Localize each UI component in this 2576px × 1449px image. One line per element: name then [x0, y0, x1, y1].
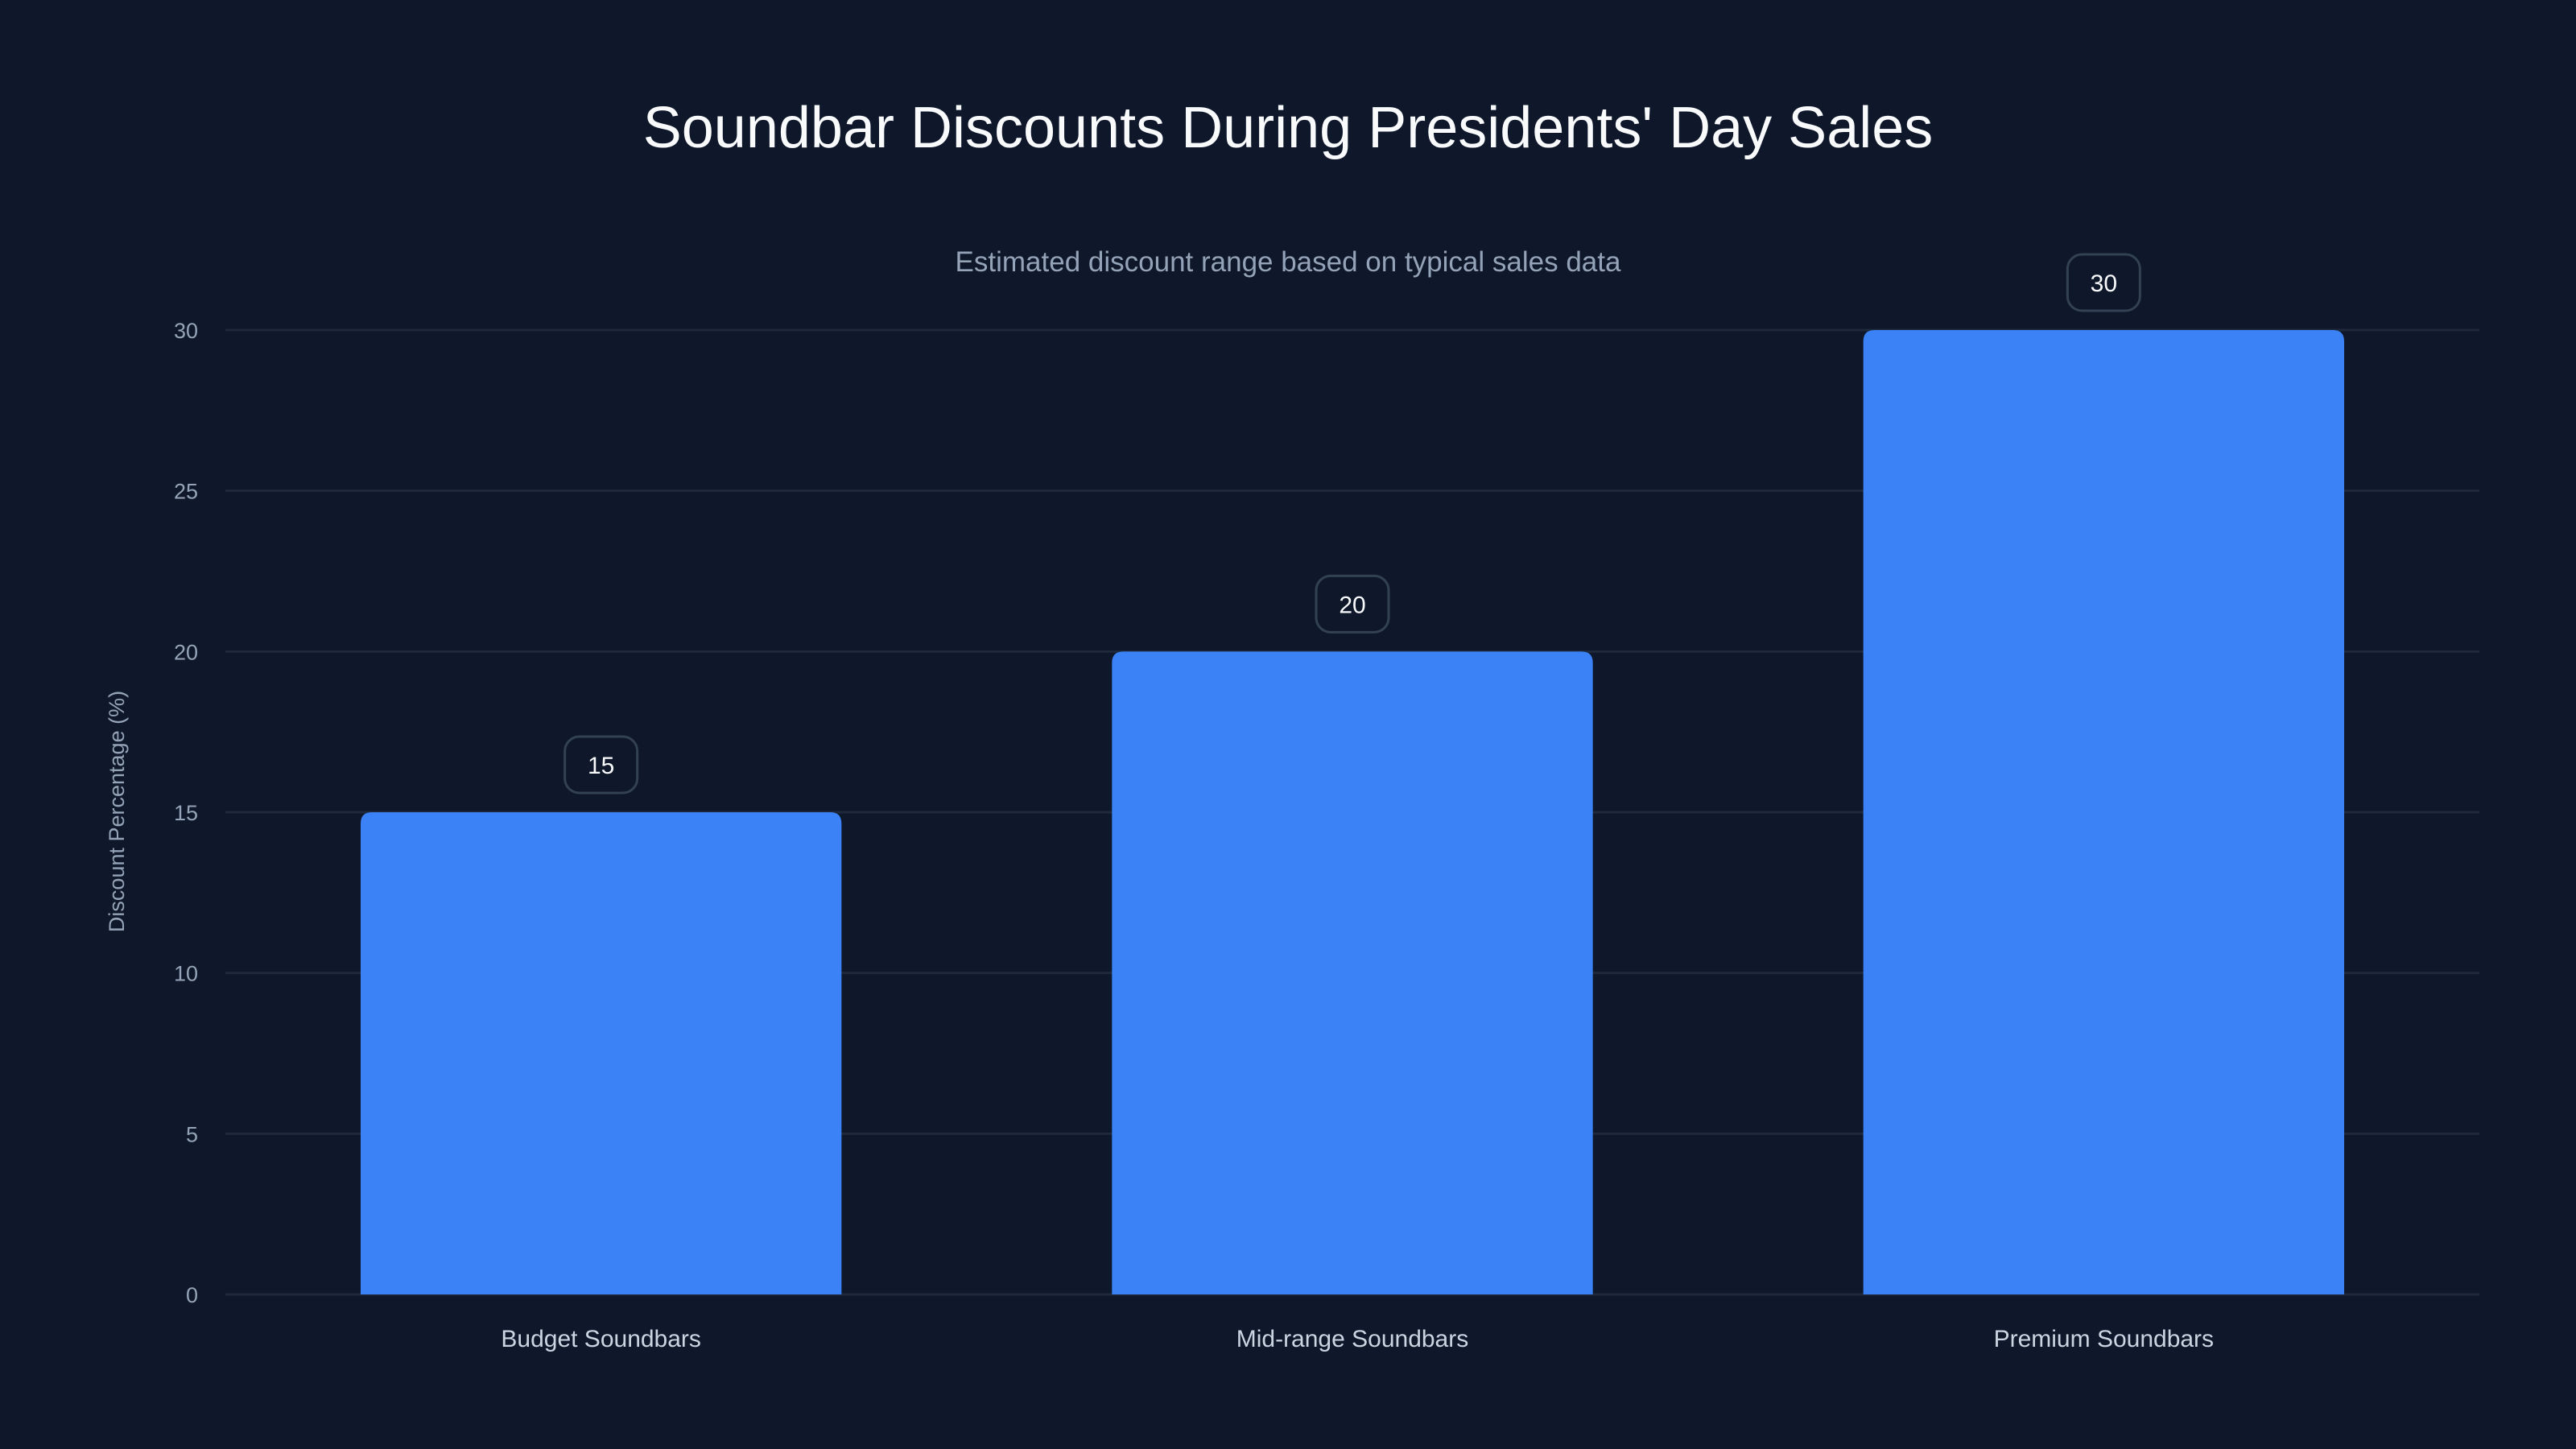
x-tick-label: Mid-range Soundbars [1236, 1326, 1469, 1352]
data-label: 15 [588, 753, 614, 779]
data-label-box [1315, 574, 1390, 634]
x-tick-label: Premium Soundbars [1994, 1326, 2214, 1352]
bar [1863, 330, 2344, 1294]
data-label-box [564, 735, 639, 795]
chart-title: Soundbar Discounts During Presidents' Da… [642, 96, 1934, 160]
y-tick-label: 15 [174, 801, 198, 825]
chart-subtitle: Estimated discount range based on typica… [955, 246, 1621, 278]
y-tick-label: 25 [174, 480, 198, 504]
y-tick-label: 0 [186, 1283, 198, 1307]
y-tick-label: 5 [186, 1122, 198, 1146]
bar [1112, 651, 1593, 1294]
y-tick-label: 20 [174, 640, 198, 664]
y-tick-label: 10 [174, 962, 198, 986]
data-label: 20 [1339, 592, 1365, 618]
bar [361, 812, 842, 1294]
y-tick-label: 30 [174, 319, 198, 343]
x-tick-label: Budget Soundbars [501, 1326, 701, 1352]
data-label-box [2066, 253, 2141, 312]
y-axis-label: Discount Percentage (%) [105, 691, 129, 932]
data-label: 30 [2091, 270, 2117, 297]
